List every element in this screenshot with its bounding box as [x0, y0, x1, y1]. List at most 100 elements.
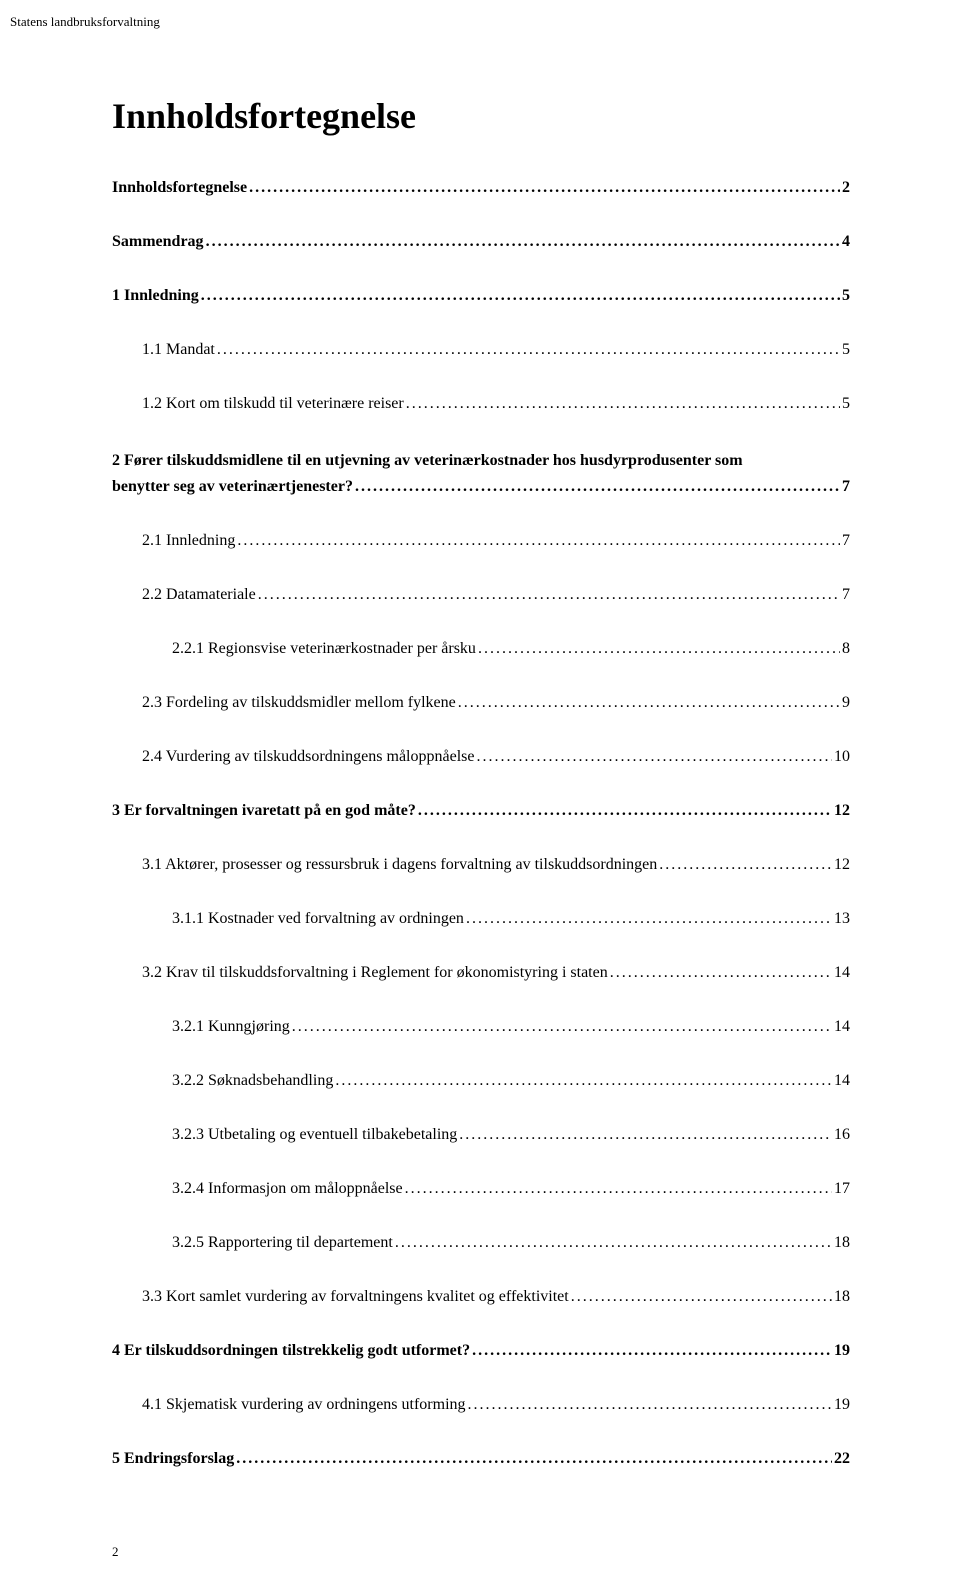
toc-leader-dots: [610, 964, 832, 982]
toc-leader-dots: [466, 910, 832, 928]
toc-leader-dots: [292, 1018, 832, 1036]
toc-leader-dots: [217, 341, 840, 359]
toc-leader-dots: [468, 1396, 832, 1414]
toc-label: 3.3 Kort samlet vurdering av forvaltning…: [142, 1288, 569, 1306]
toc-page-number: 19: [834, 1396, 850, 1414]
toc-leader-dots: [459, 1126, 832, 1144]
toc-label: 1.1 Mandat: [142, 341, 215, 359]
toc-leader-dots: [335, 1072, 832, 1090]
toc-leader-dots: [236, 1450, 832, 1468]
toc-page-number: 8: [842, 640, 850, 658]
toc-label: 3.2.2 Søknadsbehandling: [172, 1072, 333, 1090]
toc-leader-dots: [458, 694, 840, 712]
toc-entry: 1.2 Kort om tilskudd til veterinære reis…: [142, 395, 850, 413]
toc-entry: 2.1 Innledning 7: [142, 532, 850, 550]
toc-label: Innholdsfortegnelse: [112, 179, 247, 197]
toc-page-number: 18: [834, 1234, 850, 1252]
toc-leader-dots: [258, 586, 840, 604]
toc-page-number: 19: [834, 1342, 850, 1360]
toc-leader-dots: [571, 1288, 832, 1306]
toc-leader-dots: [472, 1342, 832, 1360]
toc-label: 2.4 Vurdering av tilskuddsordningens mål…: [142, 748, 474, 766]
toc-entry: 3.3 Kort samlet vurdering av forvaltning…: [142, 1288, 850, 1306]
toc-page-number: 14: [834, 1072, 850, 1090]
toc-entry: 3.2.4 Informasjon om måloppnåelse 17: [172, 1180, 850, 1198]
toc-entry: 3.2.1 Kunngjøring 14: [172, 1018, 850, 1036]
toc-entry: 2.2.1 Regionsvise veterinærkostnader per…: [172, 640, 850, 658]
toc-label: 1.2 Kort om tilskudd til veterinære reis…: [142, 395, 404, 413]
toc-label: 4 Er tilskuddsordningen tilstrekkelig go…: [112, 1342, 470, 1360]
toc-leader-dots: [659, 856, 832, 874]
toc-page-number: 13: [834, 910, 850, 928]
toc-page-number: 22: [834, 1450, 850, 1468]
toc-page-number: 5: [842, 395, 850, 413]
page-number: 2: [112, 1544, 119, 1560]
toc-entry: 2.3 Fordeling av tilskuddsmidler mellom …: [142, 694, 850, 712]
toc-page-number: 9: [842, 694, 850, 712]
toc-page-number: 16: [834, 1126, 850, 1144]
toc-entry: 3.2.3 Utbetaling og eventuell tilbakebet…: [172, 1126, 850, 1144]
toc-page-number: 14: [834, 1018, 850, 1036]
toc-entry: 4 Er tilskuddsordningen tilstrekkelig go…: [112, 1342, 850, 1360]
toc-entry: 1.1 Mandat 5: [142, 341, 850, 359]
toc-leader-dots: [237, 532, 840, 550]
toc-label: 5 Endringsforslag: [112, 1450, 234, 1468]
toc-entry: 3 Er forvaltningen ivaretatt på en god m…: [112, 802, 850, 820]
content-area: Innholdsfortegnelse Innholdsfortegnelse 2…: [112, 95, 850, 1504]
toc-page-number: 7: [842, 478, 850, 496]
toc-page-number: 5: [842, 341, 850, 359]
toc-page-number: 7: [842, 586, 850, 604]
toc-page-number: 17: [834, 1180, 850, 1198]
toc-label: 1 Innledning: [112, 287, 199, 305]
toc-label: 2.2.1 Regionsvise veterinærkostnader per…: [172, 640, 476, 658]
toc-label: 3.2.5 Rapportering til departement: [172, 1234, 393, 1252]
toc-entry: 2.2 Datamateriale 7: [142, 586, 850, 604]
toc-entry: 2 Fører tilskuddsmidlene til en utjevnin…: [112, 449, 850, 496]
toc-leader-dots: [206, 233, 840, 251]
toc-page-number: 10: [834, 748, 850, 766]
toc-label: 2.1 Innledning: [142, 532, 235, 550]
toc-label: Sammendrag: [112, 233, 204, 251]
toc-leader-dots: [406, 395, 840, 413]
toc-entry: 5 Endringsforslag 22: [112, 1450, 850, 1468]
toc-label: 3.2 Krav til tilskuddsforvaltning i Regl…: [142, 964, 608, 982]
toc-entry: 3.2 Krav til tilskuddsforvaltning i Regl…: [142, 964, 850, 982]
toc-page-number: 12: [834, 856, 850, 874]
toc-leader-dots: [395, 1234, 832, 1252]
toc-page-number: 2: [842, 179, 850, 197]
toc-label: 3.2.4 Informasjon om måloppnåelse: [172, 1180, 403, 1198]
toc-leader-dots: [249, 179, 840, 197]
toc-label: 2.2 Datamateriale: [142, 586, 256, 604]
toc-entry: 3.1.1 Kostnader ved forvaltning av ordni…: [172, 910, 850, 928]
toc-leader-dots: [355, 478, 840, 496]
toc-page-number: 4: [842, 233, 850, 251]
toc-page-number: 14: [834, 964, 850, 982]
toc-label: 2.3 Fordeling av tilskuddsmidler mellom …: [142, 694, 456, 712]
toc-label: 3.2.1 Kunngjøring: [172, 1018, 290, 1036]
toc-entry: 3.1 Aktører, prosesser og ressursbruk i …: [142, 856, 850, 874]
toc-entry: 3.2.5 Rapportering til departement 18: [172, 1234, 850, 1252]
toc-entry: 3.2.2 Søknadsbehandling 14: [172, 1072, 850, 1090]
document-header: Statens landbruksforvaltning: [10, 14, 160, 30]
toc-label: 2 Fører tilskuddsmidlene til en utjevnin…: [112, 452, 743, 469]
toc-page-number: 18: [834, 1288, 850, 1306]
toc-label: benytter seg av veterinærtjenester?: [112, 478, 353, 496]
toc-page-number: 12: [834, 802, 850, 820]
toc-label: 4.1 Skjematisk vurdering av ordningens u…: [142, 1396, 466, 1414]
toc-page-number: 7: [842, 532, 850, 550]
toc-leader-dots: [476, 748, 832, 766]
toc-entry: Sammendrag 4: [112, 233, 850, 251]
toc-leader-dots: [405, 1180, 832, 1198]
toc-page-number: 5: [842, 287, 850, 305]
toc-label: 3.2.3 Utbetaling og eventuell tilbakebet…: [172, 1126, 457, 1144]
toc-entry: Innholdsfortegnelse 2: [112, 179, 850, 197]
toc-label: 3 Er forvaltningen ivaretatt på en god m…: [112, 802, 416, 820]
toc-leader-dots: [478, 640, 840, 658]
toc-entry: 4.1 Skjematisk vurdering av ordningens u…: [142, 1396, 850, 1414]
toc-leader-dots: [418, 802, 832, 820]
toc-entry: 1 Innledning 5: [112, 287, 850, 305]
toc-leader-dots: [201, 287, 840, 305]
page-title: Innholdsfortegnelse: [112, 95, 850, 137]
toc-label: 3.1.1 Kostnader ved forvaltning av ordni…: [172, 910, 464, 928]
toc-label: 3.1 Aktører, prosesser og ressursbruk i …: [142, 856, 657, 874]
